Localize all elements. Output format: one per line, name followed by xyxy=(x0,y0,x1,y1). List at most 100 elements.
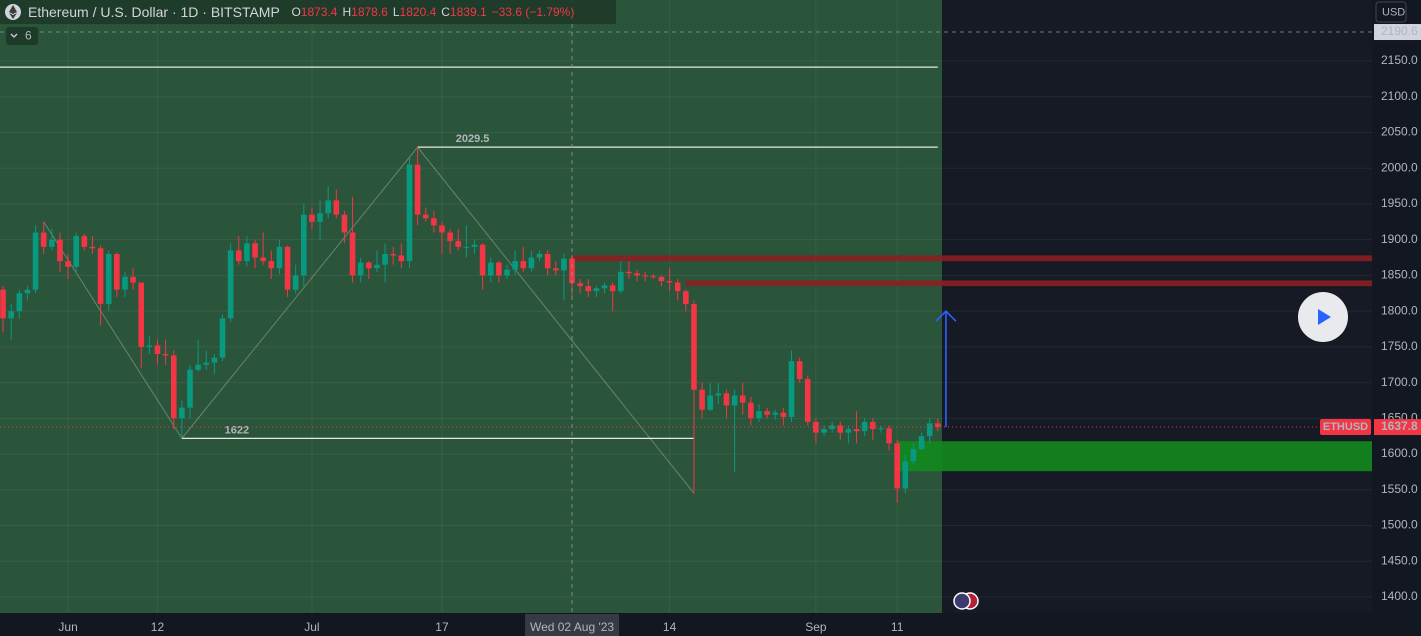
symbol-title[interactable]: Ethereum / U.S. Dollar · 1D · BITSTAMP xyxy=(28,4,280,20)
y-tick-label: 1850.0 xyxy=(1381,268,1418,282)
candle-body xyxy=(235,250,242,262)
candle-body xyxy=(691,303,697,390)
symbol-tag: ETHUSD xyxy=(1323,421,1368,433)
candle-body xyxy=(544,253,551,269)
chevron xyxy=(10,33,18,38)
candle-body xyxy=(333,200,340,215)
candle-body xyxy=(406,164,413,262)
candle-body xyxy=(569,258,575,284)
y-tick-label: 1800.0 xyxy=(1381,303,1418,317)
zigzag xyxy=(43,146,695,494)
candle-body xyxy=(918,436,925,450)
candle-body xyxy=(16,293,23,312)
candle-body xyxy=(926,423,933,437)
candle-body xyxy=(49,239,55,247)
ohlc-label: C xyxy=(441,5,450,19)
candle-body xyxy=(227,250,234,319)
candle-body xyxy=(24,289,31,294)
candle-body xyxy=(130,276,136,283)
candle-body xyxy=(479,244,486,276)
candle-body xyxy=(666,281,673,283)
candle-body xyxy=(894,443,900,489)
candle-body xyxy=(179,407,185,419)
candle-body xyxy=(195,364,201,370)
last-price: 1637.8 xyxy=(1381,419,1418,433)
candle-body xyxy=(349,232,356,276)
indicators-count: 6 xyxy=(25,29,32,43)
candle-body xyxy=(796,361,803,380)
ohlc-label: O xyxy=(291,5,300,19)
candle-body xyxy=(414,164,421,215)
x-tick-label: 17 xyxy=(435,620,449,634)
crosshair-price-box xyxy=(1374,24,1421,41)
ohlc-label: H xyxy=(342,5,351,19)
candle-body xyxy=(869,421,876,430)
candle-body xyxy=(707,395,714,410)
candle-body xyxy=(845,429,852,433)
candle-body xyxy=(268,261,275,269)
candle-body xyxy=(65,261,71,267)
candle-body xyxy=(861,421,868,432)
ohlc-value: 1839.1 xyxy=(450,5,487,19)
candle-body xyxy=(162,354,169,356)
ohlc-value: 1878.6 xyxy=(351,5,388,19)
indicators-toggle[interactable] xyxy=(6,27,38,45)
candle-body xyxy=(813,421,819,433)
candle-body xyxy=(431,218,437,226)
candle-body xyxy=(357,262,364,276)
candle-body xyxy=(902,461,909,489)
change: −33.6 (−1.79%) xyxy=(492,5,575,19)
candle-body xyxy=(626,271,632,274)
y-tick-label: 2150.0 xyxy=(1381,53,1418,67)
overlay xyxy=(0,0,1421,613)
candle-body xyxy=(252,243,258,258)
drawings: 2029.5 1622 xyxy=(0,66,1372,494)
candle-body xyxy=(57,239,63,262)
candle-body xyxy=(138,282,145,347)
x-tick-label: 11 xyxy=(891,620,904,634)
candle-body xyxy=(715,393,722,396)
candle-body xyxy=(552,268,559,271)
currency: USD xyxy=(1382,6,1405,18)
y-tick-label: 2050.0 xyxy=(1381,125,1418,139)
candle-body xyxy=(618,271,624,292)
ohlc-value: 1820.4 xyxy=(400,5,437,19)
y-tick-label: 1400.0 xyxy=(1381,589,1418,603)
candle-body xyxy=(374,264,380,269)
candle-body xyxy=(89,246,96,249)
currency-button[interactable] xyxy=(1375,1,1407,23)
candle-body xyxy=(81,236,88,247)
candle-body xyxy=(382,253,388,265)
candle-body xyxy=(0,289,6,319)
candle-body xyxy=(821,429,827,433)
candle-body xyxy=(390,253,397,256)
candle-body xyxy=(187,369,193,408)
candle-body xyxy=(886,428,892,444)
candle-body xyxy=(341,214,348,233)
candle-body xyxy=(910,449,917,462)
candle-body xyxy=(683,291,689,304)
candle-body xyxy=(650,276,657,278)
candle-body xyxy=(699,389,705,410)
candle-body xyxy=(788,361,795,417)
symbol-tag-box xyxy=(1320,419,1371,436)
candle-body xyxy=(853,429,860,432)
date-range-highlight xyxy=(0,0,942,613)
candle-body xyxy=(170,355,177,419)
play-icon xyxy=(1318,309,1331,325)
candle-body xyxy=(398,255,405,262)
candle-body xyxy=(609,285,616,292)
x-tick-label: 12 xyxy=(151,620,165,634)
zone xyxy=(897,441,1372,472)
candle-body xyxy=(292,275,299,290)
header-bar xyxy=(0,0,616,24)
candle-body xyxy=(154,345,161,355)
event-flag[interactable] xyxy=(953,592,971,610)
candle-body xyxy=(366,262,372,269)
candle-body xyxy=(40,232,47,247)
crosshair-date-box xyxy=(525,614,620,636)
candle-body xyxy=(97,248,104,304)
candle-body xyxy=(520,261,527,269)
candle-body xyxy=(114,253,120,290)
